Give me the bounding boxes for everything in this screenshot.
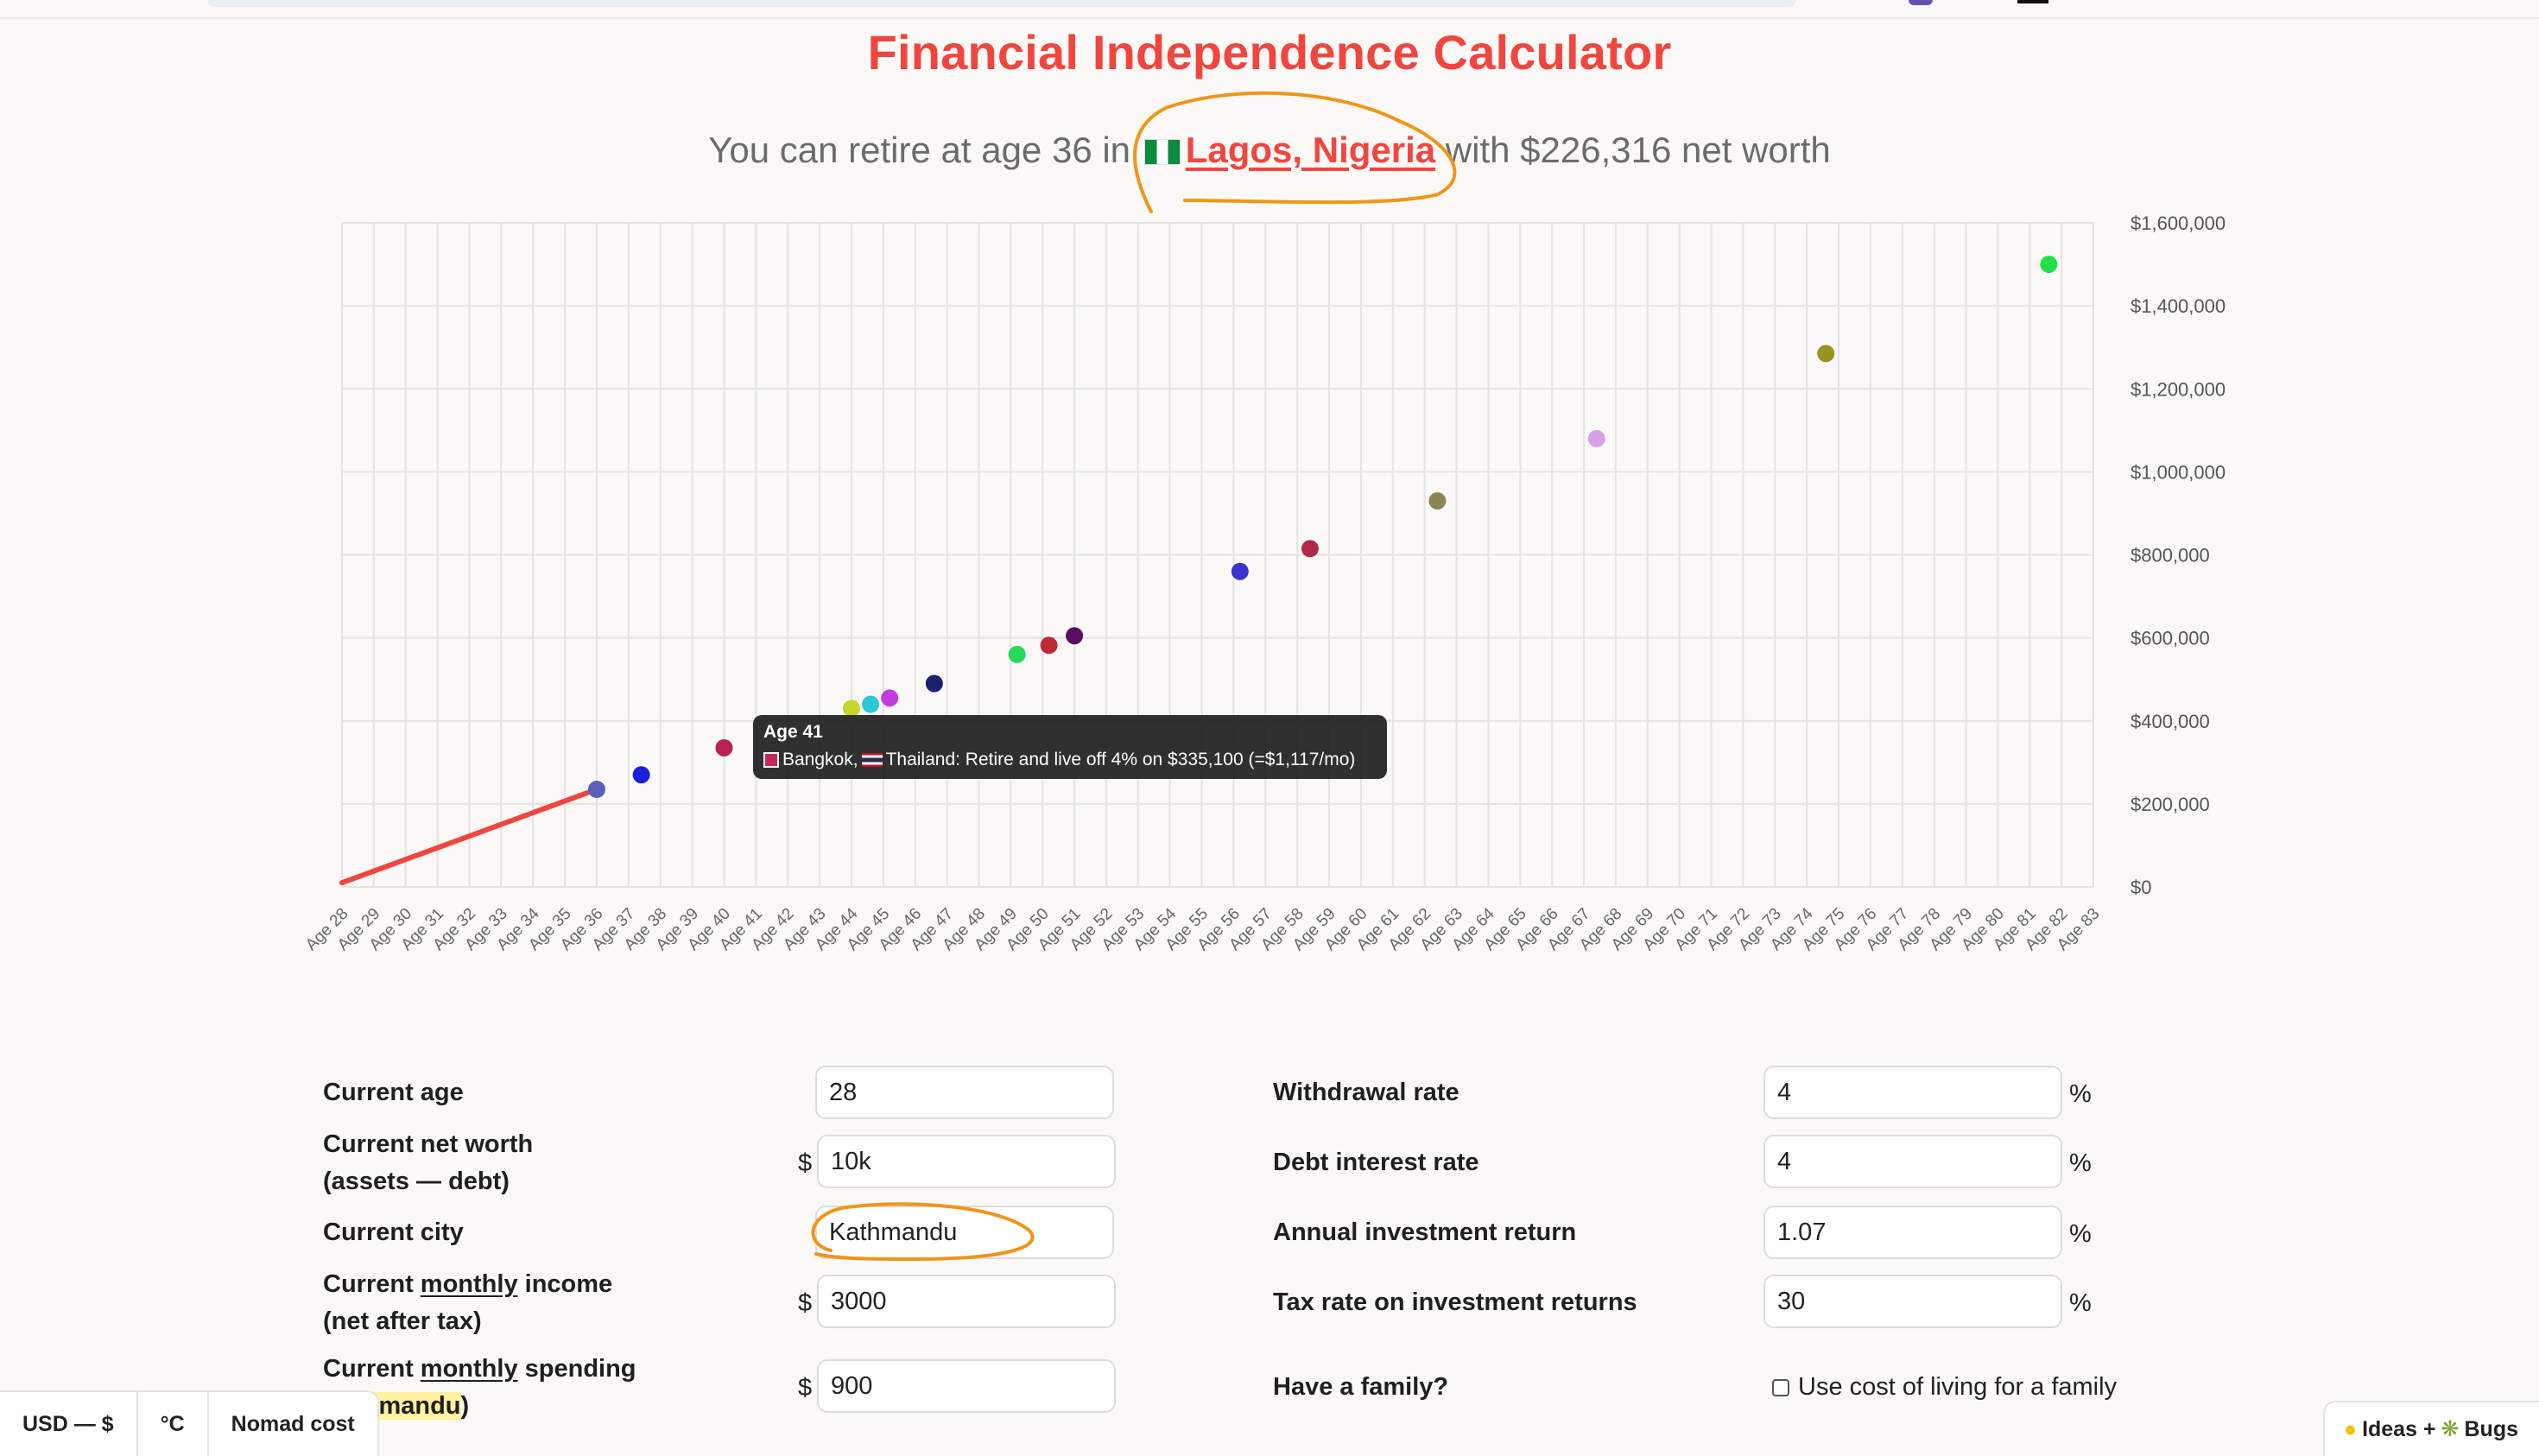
city-point[interactable]	[1066, 627, 1084, 645]
city-point[interactable]	[587, 781, 605, 799]
city-point[interactable]	[1040, 636, 1058, 655]
nomad-cost-toggle[interactable]: Nomad cost	[231, 1411, 355, 1436]
withdrawal-rate-label: Withdrawal rate	[1273, 1079, 1459, 1106]
retire-city-link[interactable]: Lagos, Nigeria	[1185, 130, 1436, 170]
city-point[interactable]	[1231, 562, 1249, 580]
income-label: Current monthly income (net after tax)	[323, 1266, 612, 1340]
y-tick-label: $1,600,000	[2131, 212, 2226, 234]
spending-label-pre: Current	[323, 1355, 421, 1383]
city-point[interactable]	[842, 700, 860, 718]
net-worth-currency: $	[798, 1149, 813, 1177]
spending-label-post: spending	[517, 1355, 636, 1383]
currency-toggle[interactable]: USD — $	[0, 1392, 138, 1456]
city-point[interactable]	[1301, 540, 1319, 558]
chart-tooltip: Age 41 Bangkok, Thailand: Retire and live…	[753, 715, 1387, 779]
income-label-line2: (net after tax)	[323, 1307, 482, 1335]
income-label-post: income	[517, 1270, 613, 1298]
y-tick-label: $400,000	[2131, 711, 2210, 732]
current-city-input[interactable]	[815, 1206, 1114, 1259]
y-axis-ticks: $0 $200,000 $400,000 $600,000 $800,000 $1,000…	[2131, 212, 2226, 898]
tax-rate-input[interactable]	[1763, 1275, 2062, 1328]
city-point[interactable]	[881, 689, 899, 707]
summary-suffix: with $226,316 net worth	[1445, 130, 1831, 170]
city-points	[587, 256, 2058, 799]
current-age-input[interactable]	[815, 1066, 1114, 1119]
net-worth-label-line1: Current net worth	[323, 1130, 534, 1158]
city-point[interactable]	[1428, 492, 1447, 510]
spending-label-em: monthly	[420, 1355, 518, 1383]
debt-interest-label: Debt interest rate	[1273, 1149, 1479, 1176]
investment-return-label: Annual investment return	[1273, 1219, 1577, 1246]
header-avatar-chip[interactable]	[1909, 0, 1933, 5]
retirement-chart: $0 $200,000 $400,000 $600,000 $800,000 $1,000…	[302, 212, 2226, 954]
city-point[interactable]	[925, 674, 943, 693]
tooltip-title: Age 41	[763, 722, 823, 742]
page-title: Financial Independence Calculator	[867, 25, 1672, 79]
thailand-flag-icon	[861, 753, 883, 767]
family-checkbox[interactable]	[1772, 1379, 1789, 1396]
net-worth-label-line2: (assets — debt)	[323, 1168, 510, 1195]
bugs-label: Bugs	[2464, 1416, 2519, 1441]
tax-rate-label: Tax rate on investment returns	[1273, 1288, 1637, 1316]
bug-icon: ❋	[2441, 1417, 2460, 1441]
retire-summary: You can retire at age 36 in Lagos, Niger…	[0, 130, 2539, 171]
nigeria-flag-icon	[1143, 139, 1181, 165]
net-worth-line	[339, 787, 599, 886]
city-point[interactable]	[715, 738, 733, 756]
current-age-label: Current age	[323, 1079, 464, 1106]
y-tick-label: $800,000	[2131, 545, 2210, 567]
browser-url-bar	[207, 0, 1796, 7]
net-worth-input[interactable]	[817, 1135, 1116, 1188]
ideas-bugs-button[interactable]: ● Ideas + ❋ Bugs	[2322, 1401, 2539, 1456]
income-input[interactable]	[817, 1275, 1116, 1328]
lightbulb-icon: ●	[2343, 1416, 2358, 1441]
tax-rate-unit: %	[2069, 1289, 2092, 1317]
y-tick-label: $600,000	[2131, 628, 2210, 649]
income-label-em: monthly	[420, 1270, 518, 1298]
tooltip-line: Bangkok, Thailand: Retire and live off 4%…	[763, 750, 1355, 770]
investment-return-unit: %	[2069, 1220, 2092, 1248]
family-checkbox-row[interactable]: Use cost of living for a family	[1772, 1373, 2117, 1402]
city-point[interactable]	[632, 766, 650, 784]
y-tick-label: $1,000,000	[2131, 461, 2226, 483]
income-label-pre: Current	[323, 1270, 421, 1298]
bottom-settings-bar: USD — $ °C Nomad cost	[0, 1390, 379, 1456]
header-divider	[0, 17, 2539, 19]
y-tick-label: $1,400,000	[2131, 295, 2226, 317]
summary-prefix: You can retire at age 36 in	[708, 130, 1131, 170]
header-menu-chip[interactable]	[2017, 0, 2048, 3]
debt-interest-unit: %	[2069, 1149, 2092, 1177]
withdrawal-rate-input[interactable]	[1763, 1066, 2062, 1119]
spending-label-close: )	[460, 1392, 470, 1420]
city-point[interactable]	[1587, 429, 1605, 447]
tooltip-city: Bangkok,	[782, 750, 858, 769]
spending-input[interactable]	[817, 1359, 1116, 1413]
spending-currency: $	[798, 1374, 813, 1402]
city-point[interactable]	[862, 695, 880, 713]
y-tick-label: $0	[2131, 877, 2151, 898]
net-worth-line-group	[339, 787, 599, 886]
income-currency: $	[798, 1289, 813, 1317]
y-tick-label: $1,200,000	[2131, 378, 2226, 400]
temperature-toggle[interactable]: °C	[138, 1392, 209, 1456]
net-worth-label: Current net worth (assets — debt)	[323, 1126, 533, 1200]
family-label: Have a family?	[1273, 1373, 1449, 1401]
spending-label: Current monthly spending Kathmandu)	[323, 1351, 636, 1425]
ideas-label: Ideas +	[2362, 1416, 2436, 1441]
withdrawal-rate-unit: %	[2069, 1080, 2092, 1108]
tooltip-text: Thailand: Retire and live off 4% on $335…	[885, 750, 1356, 769]
city-point[interactable]	[1008, 645, 1026, 663]
tooltip-swatch-icon	[763, 752, 779, 768]
investment-return-input[interactable]	[1763, 1206, 2062, 1259]
y-tick-label: $200,000	[2131, 794, 2210, 815]
debt-interest-input[interactable]	[1763, 1135, 2062, 1188]
city-point[interactable]	[1817, 345, 1835, 363]
city-point[interactable]	[2040, 256, 2058, 274]
current-city-label: Current city	[323, 1219, 464, 1246]
family-checkbox-label[interactable]: Use cost of living for a family	[1798, 1373, 2118, 1401]
